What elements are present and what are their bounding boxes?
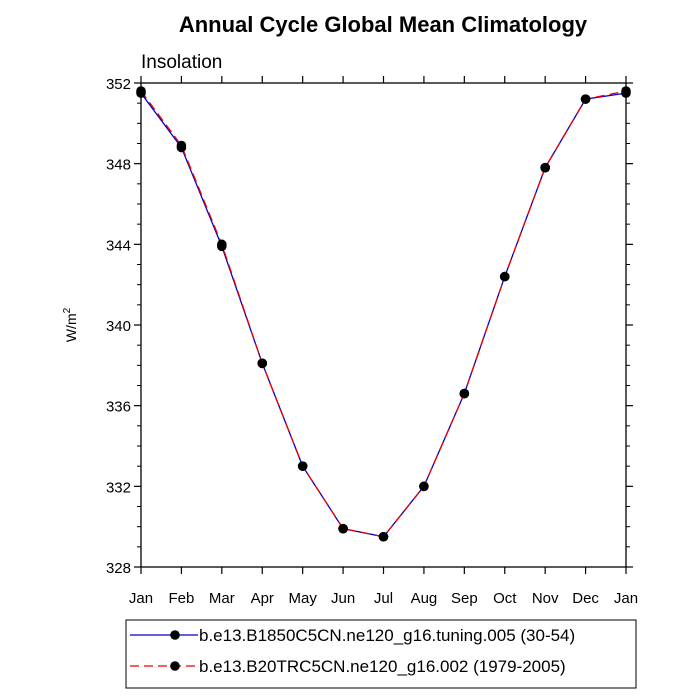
y-tick-label: 336 [106, 399, 131, 416]
y-tick-label: 328 [106, 560, 131, 577]
legend-marker [170, 661, 180, 671]
data-point [176, 140, 187, 151]
x-tick-label: Apr [251, 590, 274, 607]
chart-title: Annual Cycle Global Mean Climatology [179, 12, 588, 37]
series-line-1 [140, 92, 627, 538]
x-tick-label: Jun [331, 590, 355, 607]
x-tick-label: Dec [572, 590, 599, 607]
y-ticks: 328 332 336 340 344 348 352 [106, 76, 633, 577]
x-tick-label: Jul [374, 590, 393, 607]
data-point [378, 531, 389, 542]
x-tick-label: May [288, 590, 317, 607]
data-point [257, 358, 268, 369]
series-group [136, 86, 631, 542]
series-line-2 [140, 90, 627, 538]
y-tick-label: 340 [106, 318, 131, 335]
y-tick-label: 332 [106, 479, 131, 496]
data-point [136, 86, 146, 96]
x-tick-label: Feb [168, 590, 194, 607]
data-point [499, 271, 510, 282]
x-tick-label: Aug [411, 590, 438, 607]
x-tick-label: Nov [532, 590, 559, 607]
y-tick-label: 348 [106, 157, 131, 174]
x-tick-label: Oct [493, 590, 517, 607]
legend: b.e13.B1850C5CN.ne120_g16.tuning.005 (30… [130, 626, 575, 676]
x-ticks: Jan Feb Mar Apr May Jun Jul Aug Sep Oct Nov Dec Jan [129, 76, 638, 607]
x-tick-label: Jan [129, 590, 153, 607]
y-tick-label: 344 [106, 237, 131, 254]
data-point [459, 388, 470, 399]
x-tick-label: Jan [614, 590, 638, 607]
data-point [297, 461, 308, 471]
legend-label-1: b.e13.B1850C5CN.ne120_g16.tuning.005 (30… [199, 626, 575, 645]
y-axis-label: W/m2 [62, 307, 79, 342]
legend-box [125, 619, 637, 689]
x-tick-label: Mar [209, 590, 235, 607]
data-point [217, 239, 227, 250]
chart-subtitle: Insolation [141, 52, 222, 73]
plot-frame [140, 82, 627, 568]
data-point [580, 94, 591, 104]
data-point [540, 162, 550, 173]
legend-marker [170, 630, 180, 640]
y-tick-label: 352 [106, 76, 131, 93]
data-point [419, 481, 429, 492]
data-point [338, 523, 348, 534]
legend-label-2: b.e13.B20TRC5CN.ne120_g16.002 (1979-2005… [199, 657, 566, 676]
data-point [621, 86, 631, 96]
x-tick-label: Sep [451, 590, 478, 607]
